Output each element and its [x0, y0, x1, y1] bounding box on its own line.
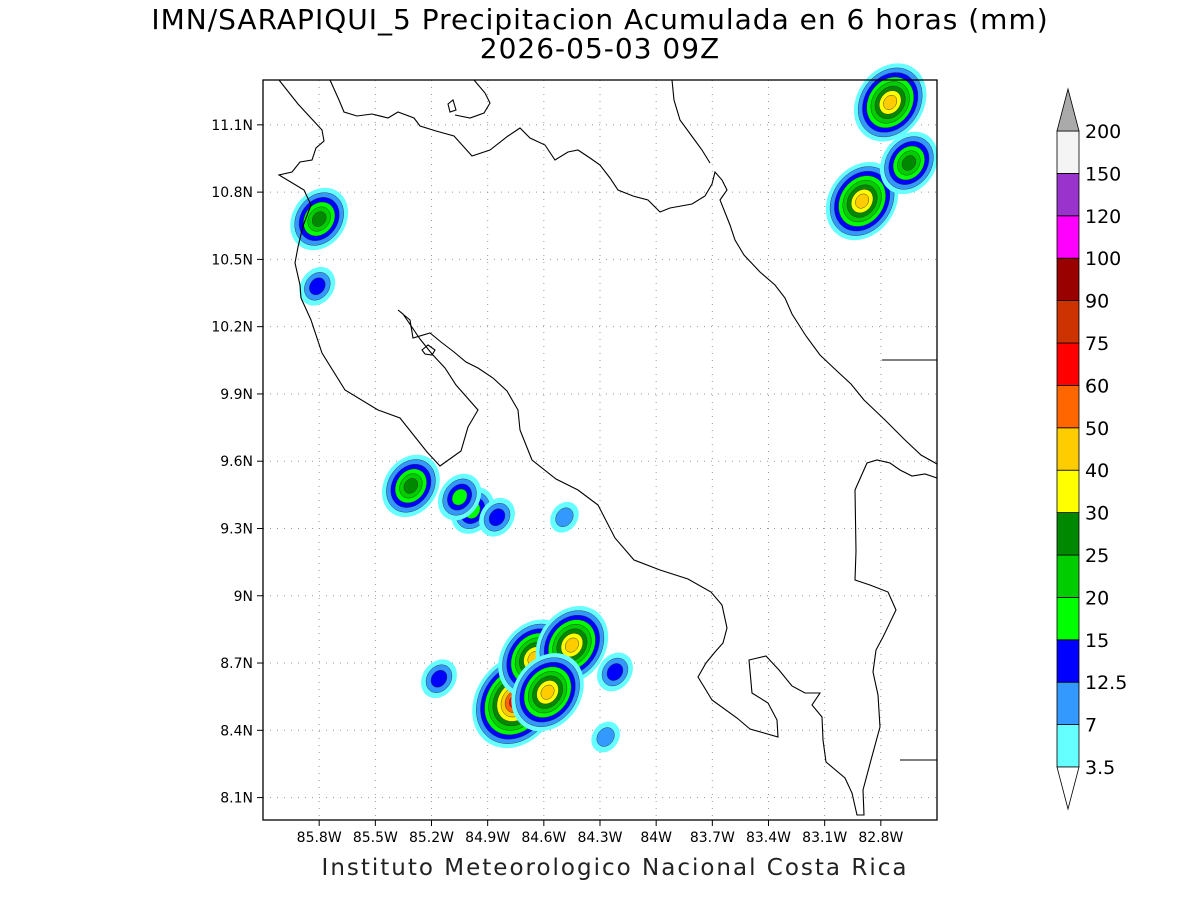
x-tick-label: 84.9W — [465, 830, 510, 846]
precip-contour — [430, 669, 448, 688]
precip-contour — [451, 488, 468, 506]
x-tick-label: 83.4W — [746, 830, 791, 846]
colorbar-segment — [1056, 681, 1080, 726]
y-tick-label: 10.2N — [211, 320, 253, 336]
precip-cell — [479, 497, 515, 537]
precip-contour — [606, 663, 624, 681]
x-axis-ticks: 85.8W 85.5W 85.2W 84.9W 84.6W 84.3W 84W 83.7W 83… — [297, 820, 903, 846]
coastline-nw-gulf — [454, 79, 491, 119]
colorbar-segment — [1056, 384, 1080, 429]
precip-cell — [421, 659, 457, 699]
precipitation-contours — [290, 63, 938, 753]
coastline-nicaragua-lake-shore — [671, 79, 711, 164]
y-axis-ticks: 11.1N 10.8N 10.5N 10.2N 9.9N 9.6N 9.3N 9N 8.7N 8.… — [211, 118, 263, 807]
colorbar-legend: 3.5 7 12.5 15 20 25 30 40 50 60 75 90 100 120 150 200 — [1056, 87, 1127, 811]
colorbar-label: 200 — [1085, 121, 1121, 143]
map-subtitle-date: 2026-05-03 09Z — [479, 32, 721, 65]
precip-cell — [550, 501, 579, 533]
colorbar-label: 120 — [1085, 206, 1121, 228]
precip-contour — [555, 507, 574, 527]
precip-contour — [309, 277, 326, 296]
colorbar-segment — [1056, 597, 1080, 641]
colorbar-label: 12.5 — [1085, 672, 1127, 694]
colorbar-label: 40 — [1085, 460, 1109, 482]
precip-cell — [880, 131, 938, 195]
precip-contour — [403, 478, 419, 494]
colorbar-label: 50 — [1085, 418, 1109, 440]
footer-credit: Instituto Meteorologico Nacional Costa R… — [321, 855, 909, 881]
precip-cell — [511, 653, 584, 732]
coastline-main — [277, 79, 938, 816]
colorbar-label: 7 — [1085, 715, 1097, 737]
colorbar-segment — [1056, 427, 1080, 471]
grid-lines — [263, 80, 937, 820]
x-tick-label: 85.2W — [409, 830, 454, 846]
map-title: IMN/SARAPIQUI_5 Precipitacion Acumulada … — [151, 3, 1049, 36]
colorbar-segment — [1056, 342, 1080, 386]
precip-contour — [540, 684, 555, 700]
x-tick-label: 85.5W — [353, 830, 398, 846]
colorbar-label: 60 — [1085, 375, 1109, 397]
precip-cell — [825, 162, 899, 241]
coastline — [277, 79, 938, 816]
x-tick-label: 84.6W — [521, 830, 566, 846]
precip-cell — [290, 187, 349, 251]
colorbar-segment — [1056, 215, 1080, 259]
precip-cell — [299, 266, 336, 306]
precip-cell — [597, 652, 633, 692]
colorbar-label: 15 — [1085, 630, 1109, 652]
precip-contour — [883, 94, 898, 110]
colorbar-label: 90 — [1085, 291, 1109, 313]
colorbar-segment — [1056, 639, 1080, 683]
colorbar-segment — [1056, 300, 1080, 344]
precip-cell — [853, 63, 927, 142]
y-tick-label: 10.8N — [211, 185, 253, 201]
y-tick-label: 11.1N — [211, 118, 253, 134]
colorbar-label: 20 — [1085, 587, 1109, 609]
x-tick-label: 83.7W — [690, 830, 735, 846]
y-tick-label: 9.6N — [220, 454, 253, 470]
precip-contour — [488, 508, 506, 527]
coastline-north — [329, 79, 938, 465]
precip-cell — [591, 721, 620, 753]
colorbar-label: 25 — [1085, 545, 1109, 567]
y-tick-label: 8.1N — [220, 791, 253, 807]
precip-contour — [564, 637, 579, 653]
colorbar-max-arrow — [1056, 87, 1080, 132]
x-tick-label: 84W — [640, 830, 672, 846]
island-small — [447, 99, 457, 113]
y-tick-label: 8.7N — [220, 656, 253, 672]
precip-cell — [437, 473, 482, 521]
island-gulf — [421, 344, 436, 356]
x-tick-label: 84.3W — [577, 830, 622, 846]
precip-cell — [381, 454, 440, 518]
colorbar-min-arrow — [1056, 766, 1080, 811]
colorbar-label: 3.5 — [1085, 757, 1115, 779]
y-tick-label: 9.3N — [220, 521, 253, 537]
colorbar-label: 150 — [1085, 163, 1121, 185]
y-tick-label: 9.9N — [220, 387, 253, 403]
precip-contour — [596, 727, 615, 747]
y-tick-label: 10.5N — [211, 252, 253, 268]
colorbar-segment — [1056, 130, 1080, 174]
colorbar-segment — [1056, 172, 1080, 217]
colorbar-label: 30 — [1085, 503, 1109, 525]
x-tick-label: 83.1W — [802, 830, 847, 846]
x-tick-label: 82.8W — [858, 830, 903, 846]
colorbar-segment — [1056, 512, 1080, 556]
colorbar-label: 75 — [1085, 333, 1109, 355]
colorbar-segment — [1056, 724, 1080, 768]
precip-contour — [855, 193, 870, 209]
precip-contour — [901, 155, 917, 171]
colorbar-segment — [1056, 554, 1080, 598]
y-tick-label: 9N — [234, 589, 253, 605]
precip-contour — [311, 211, 327, 227]
y-tick-label: 8.4N — [220, 723, 253, 739]
colorbar-segment — [1056, 469, 1080, 514]
colorbar-label: 100 — [1085, 248, 1121, 270]
colorbar-segment — [1056, 257, 1080, 302]
x-tick-label: 85.8W — [297, 830, 342, 846]
